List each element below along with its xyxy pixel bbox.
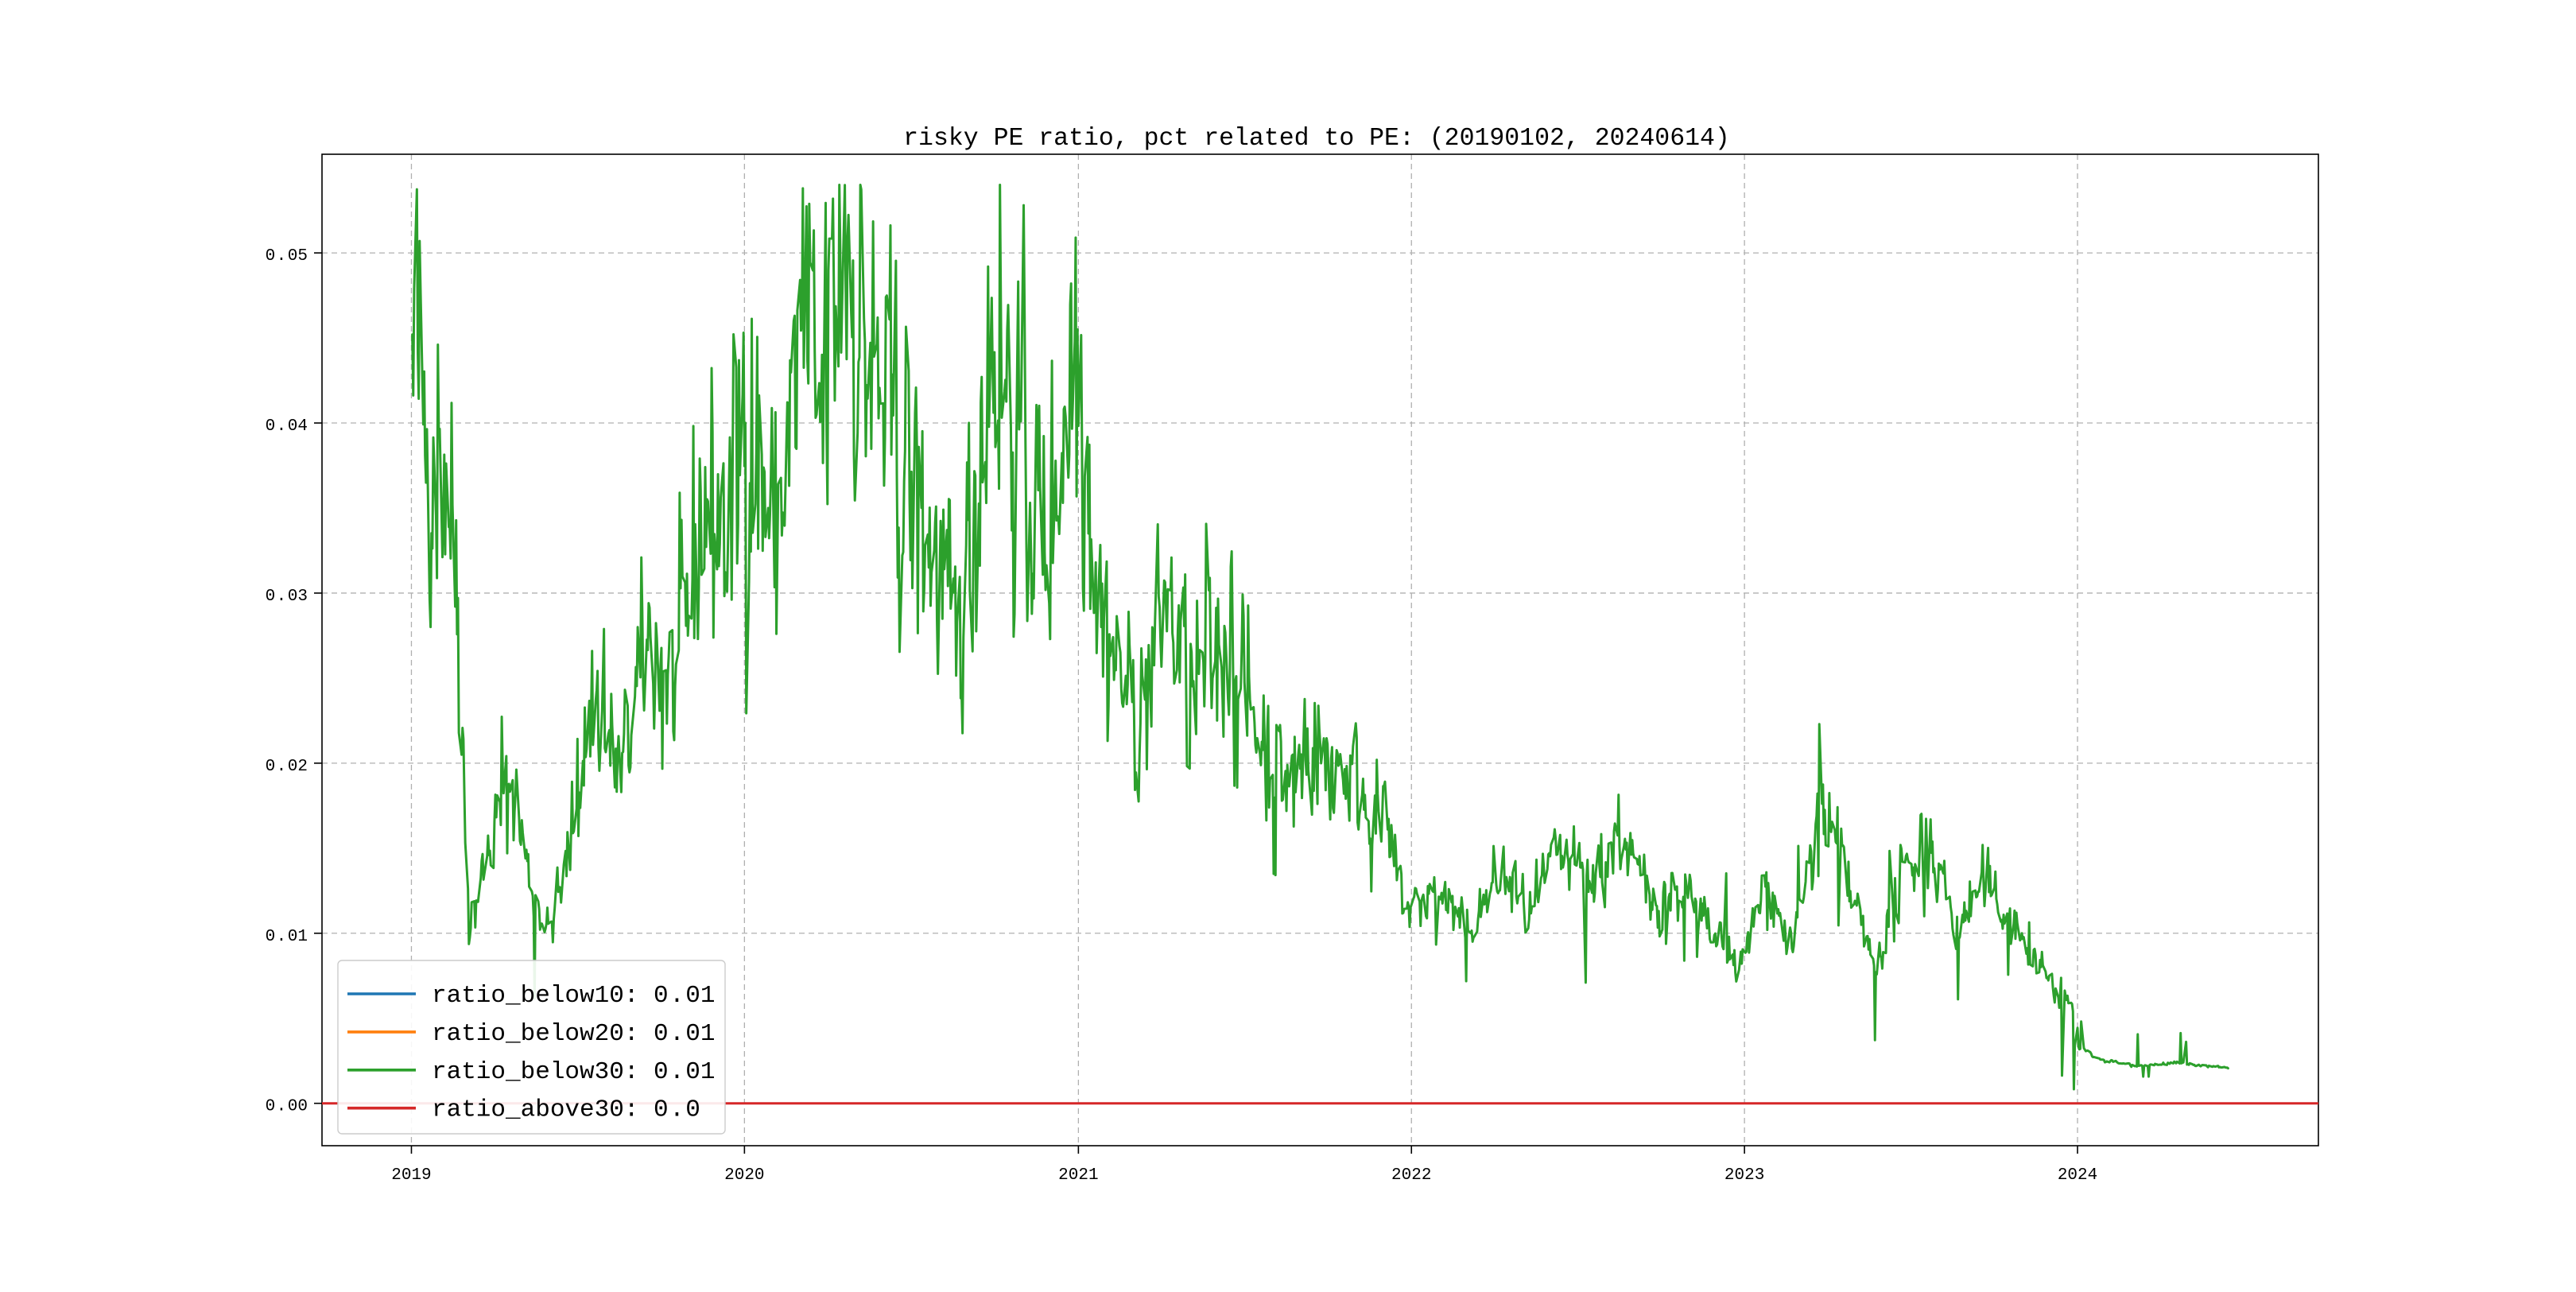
svg-text:2021: 2021 bbox=[1058, 1166, 1098, 1185]
svg-text:0.03: 0.03 bbox=[266, 588, 308, 606]
svg-text:0.00: 0.00 bbox=[266, 1098, 308, 1116]
svg-text:2019: 2019 bbox=[391, 1166, 431, 1185]
svg-text:2020: 2020 bbox=[724, 1166, 764, 1185]
svg-text:0.02: 0.02 bbox=[266, 758, 308, 776]
svg-text:2022: 2022 bbox=[1391, 1166, 1431, 1185]
svg-text:0.04: 0.04 bbox=[266, 417, 308, 436]
svg-text:ratio_below20: 0.01: ratio_below20: 0.01 bbox=[432, 1020, 715, 1048]
svg-text:ratio_above30: 0.0: ratio_above30: 0.0 bbox=[432, 1096, 700, 1124]
svg-text:ratio_below30: 0.01: ratio_below30: 0.01 bbox=[432, 1058, 715, 1086]
svg-text:0.01: 0.01 bbox=[266, 928, 308, 946]
svg-text:ratio_below10: 0.01: ratio_below10: 0.01 bbox=[432, 982, 715, 1010]
svg-text:risky PE ratio, pct related to: risky PE ratio, pct related to PE: (2019… bbox=[903, 125, 1730, 153]
svg-text:2024: 2024 bbox=[2058, 1166, 2097, 1185]
svg-text:2023: 2023 bbox=[1724, 1166, 1764, 1185]
svg-text:0.05: 0.05 bbox=[266, 247, 308, 266]
